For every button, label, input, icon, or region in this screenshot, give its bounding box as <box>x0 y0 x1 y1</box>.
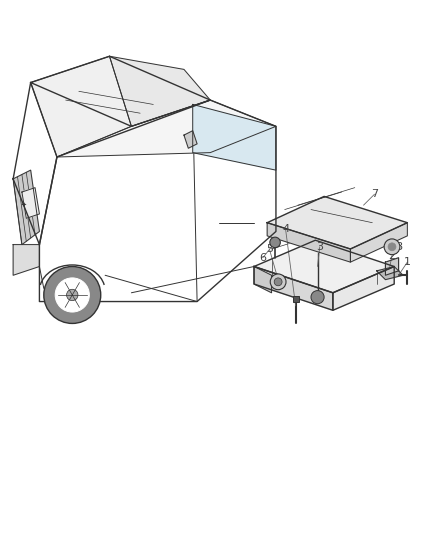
Polygon shape <box>254 240 394 293</box>
Circle shape <box>55 278 89 312</box>
Polygon shape <box>13 170 39 245</box>
FancyBboxPatch shape <box>293 296 299 302</box>
Text: 2: 2 <box>389 251 396 261</box>
Circle shape <box>270 274 286 290</box>
Circle shape <box>67 289 78 301</box>
Polygon shape <box>13 245 39 275</box>
Polygon shape <box>254 266 333 310</box>
Polygon shape <box>31 56 131 157</box>
Text: ✦: ✦ <box>21 202 27 208</box>
Polygon shape <box>31 56 210 126</box>
Text: 1: 1 <box>404 257 411 267</box>
Circle shape <box>44 266 101 324</box>
Text: 3: 3 <box>316 242 323 252</box>
Text: 8: 8 <box>395 242 402 252</box>
Circle shape <box>270 237 280 248</box>
Polygon shape <box>254 266 272 293</box>
Polygon shape <box>333 266 394 310</box>
Circle shape <box>384 239 400 255</box>
Text: 5: 5 <box>266 244 273 254</box>
Polygon shape <box>350 223 407 262</box>
Polygon shape <box>110 56 210 126</box>
Text: 4: 4 <box>282 224 289 235</box>
Polygon shape <box>39 100 276 302</box>
Circle shape <box>311 290 324 304</box>
Text: 7: 7 <box>371 189 378 199</box>
Polygon shape <box>267 197 407 249</box>
Polygon shape <box>267 223 350 262</box>
Polygon shape <box>377 266 403 280</box>
Polygon shape <box>22 188 39 219</box>
Polygon shape <box>57 100 276 157</box>
Polygon shape <box>193 104 276 170</box>
Polygon shape <box>385 258 399 275</box>
Text: 6: 6 <box>259 253 266 263</box>
Polygon shape <box>13 83 57 245</box>
Circle shape <box>388 243 396 251</box>
Circle shape <box>274 278 282 286</box>
Polygon shape <box>184 131 197 148</box>
